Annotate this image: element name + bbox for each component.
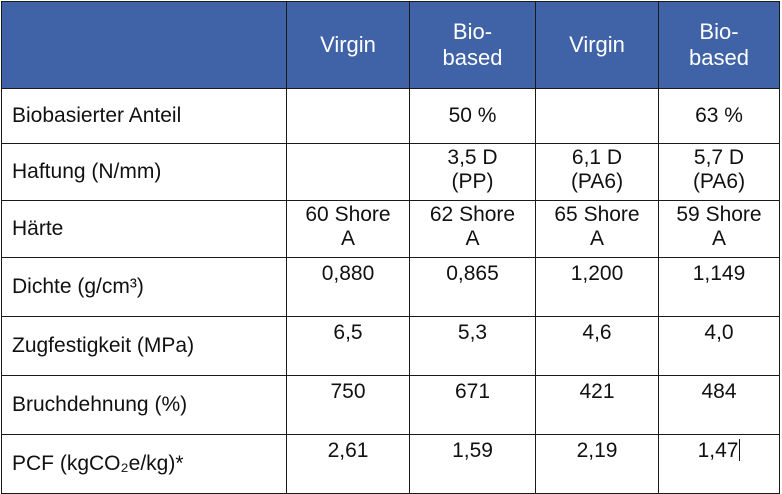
cell-value: 60 Shore A	[286, 200, 410, 258]
cell-value	[286, 88, 410, 144]
cell-text: 1,47	[697, 439, 739, 462]
cell-value: 671	[409, 375, 536, 435]
cell-value: 3,5 D (PP)	[409, 143, 536, 201]
table-row: Härte 60 Shore A 62 Shore A 65 Shore A 5…	[1, 200, 780, 258]
header-cell-biobased: Bio- based	[409, 1, 536, 89]
cell-value: 50 %	[409, 88, 536, 144]
cell-value: 5,3	[409, 316, 536, 376]
table-header: Virgin Bio- based Virgin Bio- based	[1, 1, 780, 89]
row-label: PCF (kgCO₂e/kg)*	[1, 434, 287, 494]
cell-value	[286, 143, 410, 201]
cell-value: 5,7 D (PA6)	[658, 143, 780, 201]
cell-value: 6,1 D (PA6)	[535, 143, 659, 201]
table-row: PCF (kgCO₂e/kg)* 2,61 1,59 2,19 1,47	[1, 434, 780, 494]
cell-value: 2,61	[286, 434, 410, 494]
cell-value: 0,865	[409, 257, 536, 317]
header-label: Virgin	[569, 32, 625, 57]
cell-value: 4,0	[658, 316, 780, 376]
table-row: Bruchdehnung (%) 750 671 421 484	[1, 375, 780, 435]
cell-value: 6,5	[286, 316, 410, 376]
row-label: Härte	[1, 200, 287, 258]
cell-value: 63 %	[658, 88, 780, 144]
text-cursor	[739, 439, 741, 461]
cell-value: 1,149	[658, 257, 780, 317]
row-label: Dichte (g/cm³)	[1, 257, 287, 317]
header-cell-empty	[1, 1, 287, 89]
cell-value: 62 Shore A	[409, 200, 536, 258]
header-label: Bio- based	[442, 19, 503, 70]
row-label: Haftung (N/mm)	[1, 143, 287, 201]
cell-value: 59 Shore A	[658, 200, 780, 258]
header-cell-virgin: Virgin	[286, 1, 410, 89]
table-row: Zugfestigkeit (MPa) 6,5 5,3 4,6 4,0	[1, 316, 780, 376]
cell-value: 65 Shore A	[535, 200, 659, 258]
table-row: Dichte (g/cm³) 0,880 0,865 1,200 1,149	[1, 257, 780, 317]
cell-value: 750	[286, 375, 410, 435]
row-label: Biobasierter Anteil	[1, 88, 287, 144]
table-row: Biobasierter Anteil 50 % 63 %	[1, 88, 780, 144]
cell-value: 484	[658, 375, 780, 435]
cell-value: 1,47	[658, 434, 780, 494]
header-label: Bio- based	[689, 19, 749, 70]
table-row: Haftung (N/mm) 3,5 D (PP) 6,1 D (PA6) 5,…	[1, 143, 780, 201]
header-label: Virgin	[320, 32, 376, 57]
header-row: Virgin Bio- based Virgin Bio- based	[1, 1, 780, 89]
cell-value: 1,59	[409, 434, 536, 494]
cell-value: 421	[535, 375, 659, 435]
cell-value: 4,6	[535, 316, 659, 376]
row-label: Bruchdehnung (%)	[1, 375, 287, 435]
header-cell-virgin: Virgin	[535, 1, 659, 89]
cell-value	[535, 88, 659, 144]
cell-value: 0,880	[286, 257, 410, 317]
row-label: Zugfestigkeit (MPa)	[1, 316, 287, 376]
table-body: Biobasierter Anteil 50 % 63 % Haftung (N…	[1, 88, 780, 494]
header-cell-biobased: Bio- based	[658, 1, 780, 89]
cell-value: 2,19	[535, 434, 659, 494]
cell-value: 1,200	[535, 257, 659, 317]
